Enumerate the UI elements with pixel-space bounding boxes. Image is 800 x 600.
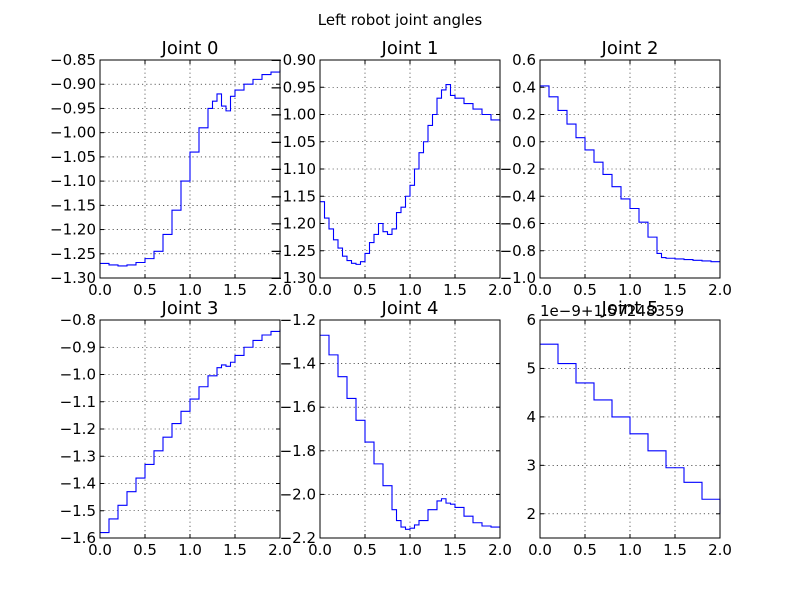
x-tick-label: 2.0 <box>488 541 512 559</box>
y-tick-label: −1.15 <box>50 196 96 214</box>
x-tick-label: 1.5 <box>443 541 467 559</box>
y-tick-label: 2 <box>526 505 536 523</box>
x-tick-label: 0.0 <box>308 541 332 559</box>
y-tick-label: −1.10 <box>270 160 316 178</box>
y-tick-label: 4 <box>526 408 536 426</box>
subplot-3: 0.0 0.5 1.0 1.5 2.0 −1.6 −1.5 −1.4 −1.3 −1.2 −1.1 −… <box>60 298 292 559</box>
x-tick-label: 2.0 <box>708 541 732 559</box>
y-tick-label: −1.00 <box>270 106 316 124</box>
subplot-title: Joint 4 <box>381 298 439 319</box>
subplot-0: 0.0 0.5 1.0 1.5 2.0 −1.30 −1.25 −1.20 −1.15 −1.10… <box>50 38 292 299</box>
y-tick-label: −1.20 <box>50 221 96 239</box>
y-tick-label: −0.2 <box>500 160 536 178</box>
y-tick-label: −1.2 <box>280 311 316 329</box>
subplot-title: Joint 1 <box>381 38 439 59</box>
subplot-title: Joint 3 <box>161 298 219 319</box>
y-tick-label: 0.4 <box>512 78 536 96</box>
x-tick-label: 1.0 <box>398 281 422 299</box>
y-tick-label: −0.85 <box>50 51 96 69</box>
y-tick-label: −0.4 <box>500 187 536 205</box>
y-tick-label: −1.0 <box>60 366 96 384</box>
y-tick-label: −1.4 <box>280 355 316 373</box>
y-offset-text: 1e−9+1.57248359 <box>540 302 684 320</box>
y-tick-label: −1.25 <box>50 245 96 263</box>
subplot-2: 0.0 0.5 1.0 1.5 2.0 −1.0 −0.8 −0.6 −0.4 −0.2 0.0 0.… <box>500 38 732 299</box>
y-tick-label: −1.5 <box>60 502 96 520</box>
x-tick-label: 1.0 <box>618 281 642 299</box>
y-tick-label: 0.0 <box>512 133 536 151</box>
subplot-title: Joint 0 <box>161 38 219 59</box>
y-tick-label: −2.2 <box>280 529 316 547</box>
x-tick-label: 0.5 <box>573 541 597 559</box>
y-tick-label: −1.30 <box>50 269 96 287</box>
x-tick-label: 1.0 <box>618 541 642 559</box>
y-tick-label: −2.0 <box>280 485 316 503</box>
y-tick-label: −1.2 <box>60 420 96 438</box>
y-tick-label: −1.05 <box>50 148 96 166</box>
y-tick-label: 3 <box>526 456 536 474</box>
y-tick-label: −0.95 <box>270 78 316 96</box>
x-tick-label: 0.0 <box>528 281 552 299</box>
y-tick-label: −1.30 <box>270 269 316 287</box>
y-tick-label: −0.8 <box>500 242 536 260</box>
y-tick-label: −0.95 <box>50 99 96 117</box>
joint-series-line <box>100 69 281 267</box>
y-tick-label: −1.05 <box>270 133 316 151</box>
x-tick-label: 1.0 <box>178 541 202 559</box>
y-tick-label: −1.8 <box>280 442 316 460</box>
y-tick-label: 0.6 <box>512 51 536 69</box>
y-tick-label: −1.0 <box>500 269 536 287</box>
y-tick-label: 5 <box>526 359 536 377</box>
x-tick-label: 0.0 <box>528 541 552 559</box>
figure-title: Left robot joint angles <box>318 11 483 29</box>
y-tick-label: −1.6 <box>280 398 316 416</box>
y-tick-label: −1.1 <box>60 393 96 411</box>
x-tick-label: 1.5 <box>223 541 247 559</box>
y-tick-label: −0.90 <box>270 51 316 69</box>
subplot-title: Joint 2 <box>601 38 659 59</box>
y-tick-label: −1.00 <box>50 124 96 142</box>
x-tick-label: 2.0 <box>708 281 732 299</box>
x-tick-label: 1.5 <box>223 281 247 299</box>
y-tick-label: −1.3 <box>60 447 96 465</box>
x-tick-label: 2.0 <box>268 281 292 299</box>
x-tick-label: 0.5 <box>573 281 597 299</box>
x-tick-label: 1.5 <box>443 281 467 299</box>
y-tick-label: −0.9 <box>60 338 96 356</box>
subplot-4: 0.0 0.5 1.0 1.5 2.0 −2.2 −2.0 −1.8 −1.6 −1.4 −1.2 J… <box>280 298 512 559</box>
y-tick-label: −0.8 <box>60 311 96 329</box>
subplot-5: 0.0 0.5 1.0 1.5 2.0 2 3 4 5 6 Joint 51e−9+1.572483… <box>526 298 731 559</box>
y-tick-label: −1.4 <box>60 475 96 493</box>
joint-series-line <box>540 343 721 514</box>
y-tick-label: −0.6 <box>500 215 536 233</box>
y-tick-label: 0.2 <box>512 106 536 124</box>
joint-series-line <box>320 83 501 265</box>
y-tick-label: 6 <box>526 311 536 329</box>
subplot-1: 0.0 0.5 1.0 1.5 2.0−1.30−1.25−1.20−1.15−1.10… <box>270 38 512 299</box>
x-tick-label: 0.5 <box>133 281 157 299</box>
x-tick-label: 0.0 <box>88 541 112 559</box>
y-tick-label: −1.10 <box>50 172 96 190</box>
x-tick-label: 1.0 <box>178 281 202 299</box>
x-tick-label: 0.5 <box>353 541 377 559</box>
x-tick-label: 1.5 <box>663 541 687 559</box>
joint-series-line <box>540 85 720 263</box>
x-tick-label: 0.0 <box>88 281 112 299</box>
x-tick-label: 0.0 <box>308 281 332 299</box>
y-tick-label: −1.15 <box>270 187 316 205</box>
x-tick-label: 1.0 <box>398 541 422 559</box>
subplot-title: Joint 5 <box>601 298 659 319</box>
x-tick-label: 0.5 <box>133 541 157 559</box>
x-tick-label: 0.5 <box>353 281 377 299</box>
joint-series-line <box>100 329 281 534</box>
y-tick-label: −1.20 <box>270 215 316 233</box>
y-tick-label: −0.90 <box>50 75 96 93</box>
joint-series-line <box>320 334 500 530</box>
y-tick-label: −1.25 <box>270 242 316 260</box>
y-tick-label: −1.6 <box>60 529 96 547</box>
x-tick-label: 2.0 <box>488 281 512 299</box>
x-tick-label: 2.0 <box>268 541 292 559</box>
x-tick-label: 1.5 <box>663 281 687 299</box>
